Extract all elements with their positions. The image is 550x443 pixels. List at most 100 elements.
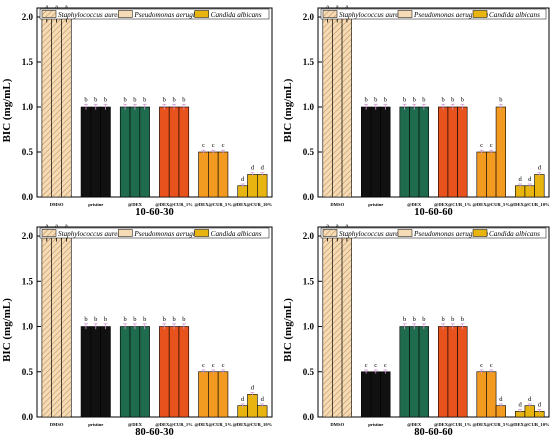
significance-label: d (538, 165, 542, 172)
y-tick-label: 0.0 (303, 192, 315, 202)
bar-@DEX-2 (409, 326, 420, 418)
significance-label: a (326, 223, 329, 230)
legend-entry: Pseudomonas aeruginosa (413, 230, 488, 238)
plot-frame (36, 7, 273, 198)
x-tick-label: @DEX (128, 422, 143, 427)
panel-title: 80-60-60 (414, 427, 453, 438)
panel-title: 10-60-60 (414, 207, 453, 218)
bar-@DEX@CUR_10%-3 (257, 174, 268, 198)
legend-swatch-3 (194, 10, 209, 18)
x-tick-label: pristine (88, 202, 103, 207)
x-tick-label: @DEX (407, 202, 422, 207)
significance-label: d (528, 176, 532, 183)
x-tick-label: @DEX@CUR_5% (195, 422, 233, 427)
bar-pristine-1 (361, 106, 372, 198)
significance-label: b (451, 96, 454, 103)
significance-label: a (55, 223, 58, 230)
bar-DMSO-2 (51, 235, 62, 418)
legend-entry: Pseudomonas aeruginosa (133, 230, 208, 238)
bar-DMSO-3 (341, 235, 352, 418)
bar-pristine-2 (90, 326, 101, 418)
bar-@DEX@CUR_5%-3 (217, 371, 229, 418)
legend-entry: Staphylococcus aureus (58, 11, 124, 19)
bar-@DEX@CUR_1%-2 (168, 106, 180, 198)
x-tick-label: @DEX (407, 422, 422, 427)
bar-DMSO-1 (322, 16, 333, 198)
legend-swatch-1 (41, 10, 57, 18)
bar-DMSO-1 (41, 235, 52, 418)
significance-label: b (403, 316, 406, 323)
significance-label: c (384, 362, 387, 369)
bar-@DEX-3 (418, 106, 429, 198)
significance-label: a (45, 4, 48, 11)
significance-label: a (45, 223, 48, 230)
bar-@DEX@CUR_5%-2 (208, 151, 219, 198)
y-axis-label: BIC (mg/mL) (282, 78, 294, 142)
bar-pristine-3 (380, 106, 391, 198)
y-tick-label: 0.0 (303, 412, 315, 422)
significance-label: b (84, 96, 87, 103)
y-axis-label: BIC (mg/mL) (282, 298, 294, 362)
x-tick-label: @DEX@CUR_10% (233, 202, 273, 207)
bar-@DEX@CUR_5%-3 (495, 106, 506, 198)
bar-DMSO-3 (61, 16, 72, 198)
bar-pristine-1 (80, 326, 92, 418)
bar-pristine-2 (370, 106, 381, 198)
bar-@DEX@CUR_1%-3 (178, 326, 190, 418)
bar-DMSO-1 (322, 235, 333, 418)
bar-@DEX@CUR_5%-3 (217, 151, 229, 198)
significance-label: b (413, 316, 416, 323)
legend-box (39, 8, 270, 20)
legend-swatch-3 (472, 10, 488, 18)
y-tick-label: 2.0 (22, 12, 34, 22)
bar-@DEX@CUR_5%-2 (486, 151, 497, 198)
significance-label: d (241, 396, 245, 403)
y-tick-label: 1.0 (303, 322, 315, 332)
bar-pristine-1 (80, 106, 92, 198)
x-tick-label: DMSO (330, 202, 344, 207)
x-tick-label: @DEX@CUR_5% (473, 202, 511, 207)
significance-label: b (384, 96, 387, 103)
significance-label: c (222, 142, 225, 149)
bar-@DEX@CUR_5%-1 (198, 151, 209, 198)
y-tick-label: 1.0 (22, 322, 34, 332)
bar-@DEX-1 (399, 326, 410, 418)
bar-pristine-2 (90, 106, 101, 198)
bar-DMSO-2 (51, 16, 62, 198)
bar-pristine-3 (100, 106, 111, 198)
panel-title: 10-60-30 (135, 207, 174, 218)
significance-label: b (182, 316, 185, 323)
legend-entry: Candida albicans (211, 230, 262, 238)
bar-DMSO-2 (332, 235, 343, 418)
bar-@DEX@CUR_1%-2 (447, 326, 458, 418)
significance-label: c (222, 362, 225, 369)
significance-label: c (374, 362, 377, 369)
legend-entry: Pseudomonas aeruginosa (133, 11, 208, 19)
significance-label: c (480, 362, 483, 369)
significance-label: b (163, 96, 166, 103)
significance-label: b (133, 96, 136, 103)
significance-label: b (461, 96, 464, 103)
bar-@DEX-1 (399, 106, 410, 198)
y-tick-label: 0.0 (22, 412, 34, 422)
y-tick-label: 1.0 (303, 102, 315, 112)
significance-label: c (365, 362, 368, 369)
y-tick-label: 0.5 (22, 367, 34, 377)
bar-@DEX@CUR_1%-1 (438, 326, 449, 418)
y-tick-label: 1.5 (303, 276, 315, 286)
significance-label: d (251, 165, 255, 172)
y-tick-label: 1.5 (303, 57, 315, 67)
significance-label: b (422, 96, 425, 103)
bar-@DEX@CUR_5%-2 (208, 371, 219, 418)
significance-label: b (143, 316, 146, 323)
x-tick-label: @DEX@CUR_1% (155, 422, 193, 427)
bar-@DEX-2 (129, 106, 141, 198)
bar-@DEX@CUR_1%-1 (438, 106, 449, 198)
bar-@DEX@CUR_5%-1 (476, 151, 487, 198)
significance-label: b (172, 316, 175, 323)
legend-box (320, 8, 547, 20)
x-tick-label: @DEX@CUR_10% (233, 422, 273, 427)
